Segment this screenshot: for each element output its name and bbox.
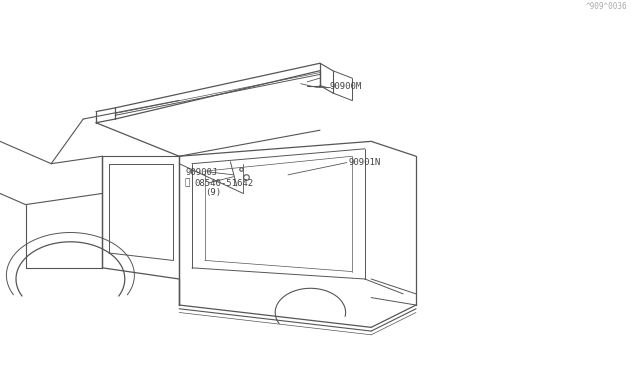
Text: 08540-51642: 08540-51642 <box>195 179 253 187</box>
Text: 90900M: 90900M <box>330 82 362 91</box>
Text: (9): (9) <box>205 188 221 197</box>
Text: Ⓢ: Ⓢ <box>184 179 189 187</box>
Text: ^909^0036: ^909^0036 <box>586 2 627 11</box>
Text: 90900J: 90900J <box>186 168 218 177</box>
Text: 90901N: 90901N <box>349 158 381 167</box>
